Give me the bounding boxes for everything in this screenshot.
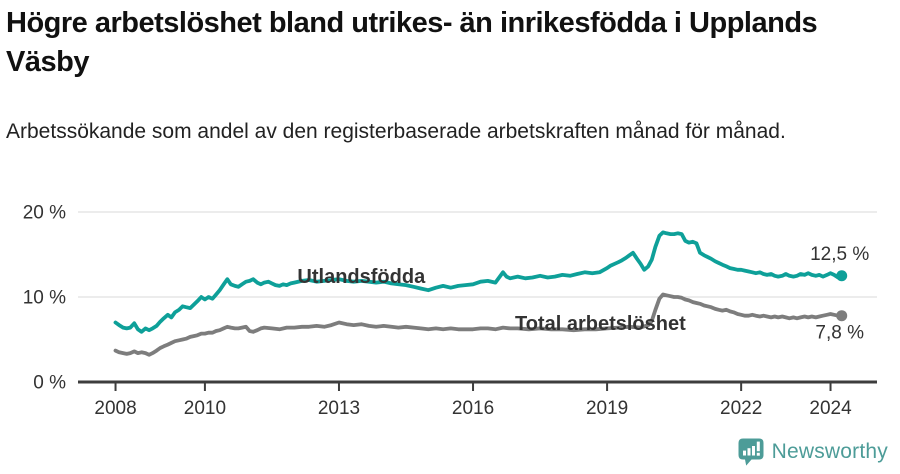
exclamation-dot xyxy=(756,452,760,456)
bar-short xyxy=(742,450,746,456)
x-axis-label-2022: 2022 xyxy=(720,398,762,419)
x-axis-label-2019: 2019 xyxy=(586,398,628,419)
series-end-dot-0 xyxy=(836,270,848,282)
x-axis-label-2016: 2016 xyxy=(452,398,494,419)
bar-tall xyxy=(751,446,755,456)
series-end-value-0: 12,5 % xyxy=(810,244,869,265)
y-axis-label-20: 20 % xyxy=(23,203,66,224)
bar-medium xyxy=(747,448,751,456)
newsworthy-wordmark: Newsworthy xyxy=(771,440,888,463)
newsworthy-bubble-chart-icon xyxy=(738,438,764,466)
y-axis-label-10: 10 % xyxy=(23,288,66,309)
page-title: Högre arbetslöshet bland utrikes- än inr… xyxy=(6,7,818,78)
exclamation-stem xyxy=(756,441,760,452)
series-end-dot-1 xyxy=(836,310,848,322)
series-line-0 xyxy=(113,230,844,334)
series-name-label-0: Utlandsfödda xyxy=(297,266,426,288)
x-axis-label-2024: 2024 xyxy=(809,398,852,419)
y-axis-label-0: 0 % xyxy=(33,373,66,394)
series-name-label-1: Total arbetslöshet xyxy=(515,313,686,335)
x-axis-label-2013: 2013 xyxy=(318,398,360,419)
series-line-1 xyxy=(113,292,844,357)
newsworthy-logo: Newsworthy xyxy=(738,438,888,466)
series-end-value-1: 7,8 % xyxy=(815,323,864,344)
unemployment-line-chart: 0 % 10 % 20 % 2008 2010 2013 2016 2019 2022 2024 1… xyxy=(23,203,877,419)
x-axis-label-2008: 2008 xyxy=(94,398,136,419)
x-axis-label-2010: 2010 xyxy=(184,398,226,419)
page-subtitle: Arbetssökande som andel av den registerb… xyxy=(6,120,786,143)
